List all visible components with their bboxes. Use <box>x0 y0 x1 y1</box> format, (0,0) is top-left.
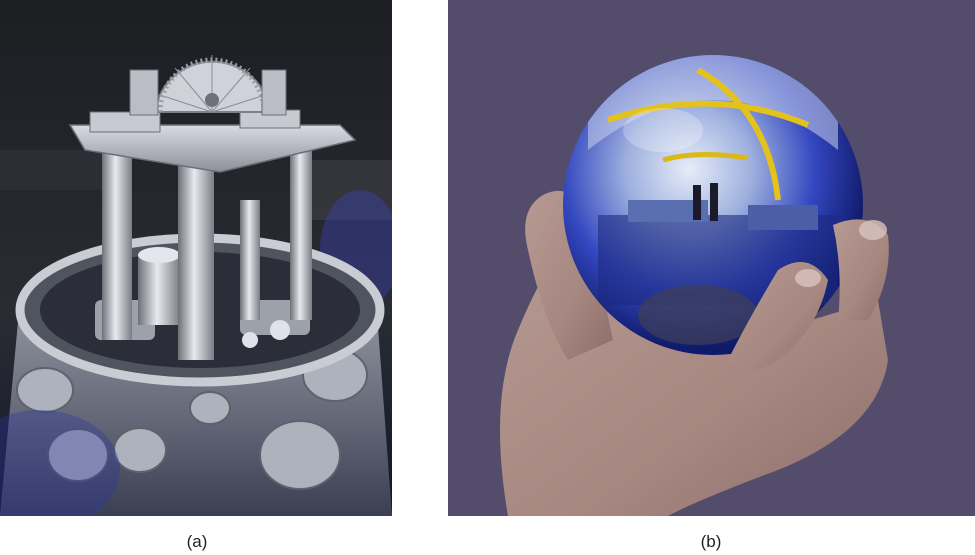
sphere-illustration <box>448 0 975 516</box>
panel-b-photo <box>448 0 975 516</box>
pillar-right <box>290 140 312 320</box>
index-finger <box>728 262 828 370</box>
pillar-left <box>102 140 132 340</box>
panel-b-label: (b) <box>700 532 722 551</box>
balance-wheel <box>153 55 272 113</box>
thumb <box>525 190 613 360</box>
panel-a-label: (a) <box>186 532 208 551</box>
apparatus-illustration <box>0 0 392 516</box>
pillar-center <box>178 160 214 360</box>
middle-finger <box>833 219 889 320</box>
coil-stack <box>138 247 180 325</box>
panel-a-photo <box>0 0 392 516</box>
